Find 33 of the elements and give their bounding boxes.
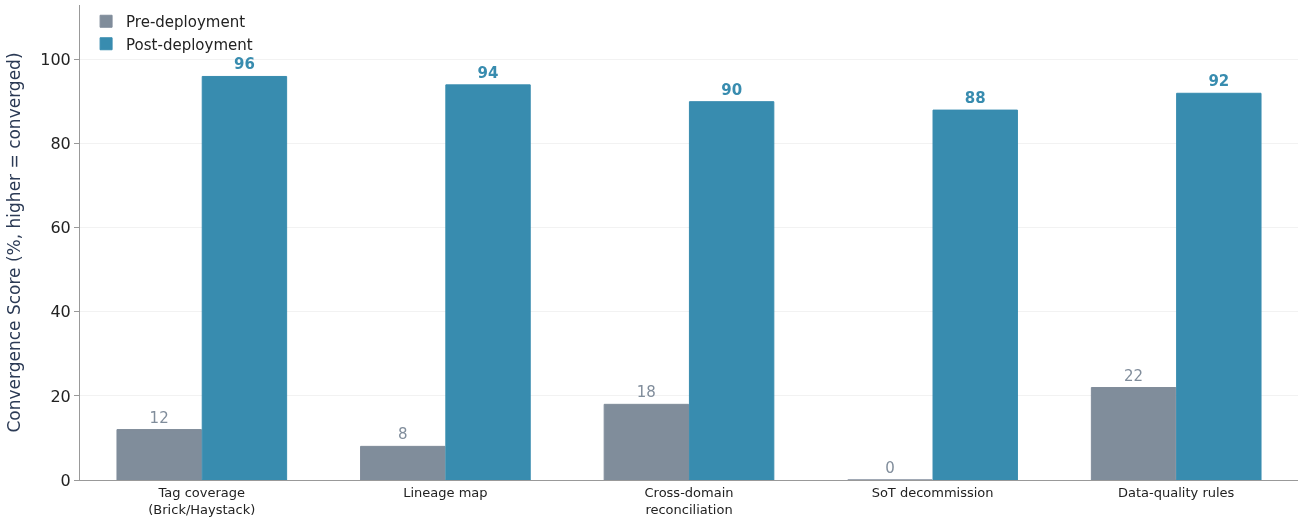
bar [201, 75, 288, 480]
bar [688, 101, 775, 480]
x-tick-label: SoT decommission [871, 484, 994, 500]
y-tick-label: 20 [50, 386, 71, 406]
bar [1176, 92, 1262, 480]
data-label: 96 [233, 55, 255, 74]
bar [116, 429, 202, 480]
y-tick-label: 40 [50, 302, 71, 322]
y-tick-label: 80 [50, 134, 71, 154]
data-label: 12 [149, 408, 169, 427]
data-label: 8 [398, 425, 408, 444]
data-label: 92 [1208, 72, 1230, 91]
bar [603, 403, 690, 480]
x-tick-label: Lineage map [403, 484, 488, 500]
data-label: 94 [477, 63, 499, 82]
x-tick-label: Tag coverage (Brick/Haystack) [148, 484, 256, 517]
x-tick-label: Cross-domain reconciliation [644, 484, 734, 517]
data-label: 22 [1124, 366, 1144, 385]
data-label: 18 [636, 383, 656, 402]
bar [932, 109, 1018, 480]
y-tick-label: 0 [60, 470, 71, 490]
bar [1090, 387, 1177, 480]
x-tick-label: Data-quality rules [1118, 484, 1235, 500]
y-tick-label: 100 [40, 50, 71, 70]
y-tick-label: 60 [50, 218, 71, 238]
data-label: 0 [885, 459, 895, 477]
bar [445, 84, 531, 480]
data-label: 90 [721, 80, 743, 99]
y-axis-title: Convergence Score (%, higher = converged) [3, 52, 24, 433]
bar [360, 445, 446, 480]
data-label: 88 [964, 89, 986, 108]
legend-label: Post-deployment [126, 35, 253, 54]
legend-label: Pre-deployment [126, 13, 246, 32]
